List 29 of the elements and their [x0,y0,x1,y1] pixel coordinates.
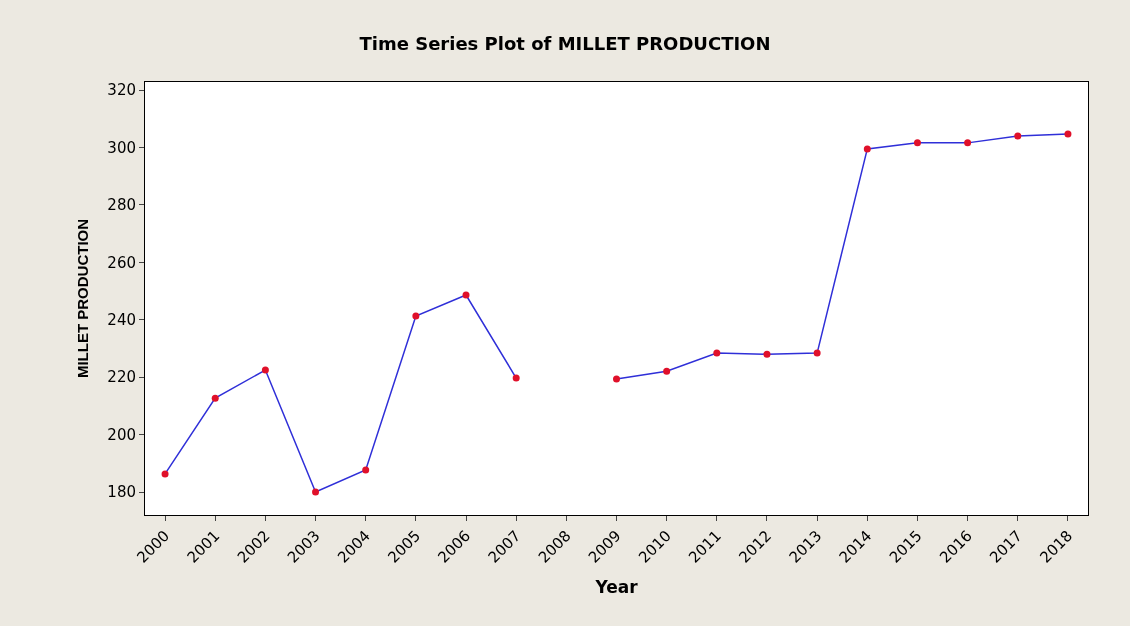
point [763,350,771,358]
y-tick-label: 240 [107,311,136,329]
point [813,349,821,357]
x-axis-title: Year [594,577,639,598]
point [161,470,169,478]
y-axis-title: MILLET PRODUCTION [73,218,91,379]
y-tick-label: 220 [107,368,136,387]
point [613,375,620,383]
point [713,349,721,357]
y-tick-label: 180 [107,483,136,502]
point [211,394,219,402]
point [863,145,871,153]
point [964,139,972,147]
chart-title: Time Series Plot of MILLET PRODUCTION [359,33,771,55]
point [913,139,921,147]
y-tick-label: 300 [107,138,136,157]
point [261,366,269,374]
y-tick-label: 320 [107,81,136,100]
point [1064,130,1072,138]
point [1014,132,1022,140]
y-tick-label: 200 [107,425,136,444]
y-tick-label: 260 [107,253,136,272]
y-tick-label: 280 [107,196,136,215]
point [312,488,320,496]
point [412,312,420,320]
point [462,291,470,299]
point [663,367,671,375]
point [512,374,520,382]
point [362,466,370,474]
